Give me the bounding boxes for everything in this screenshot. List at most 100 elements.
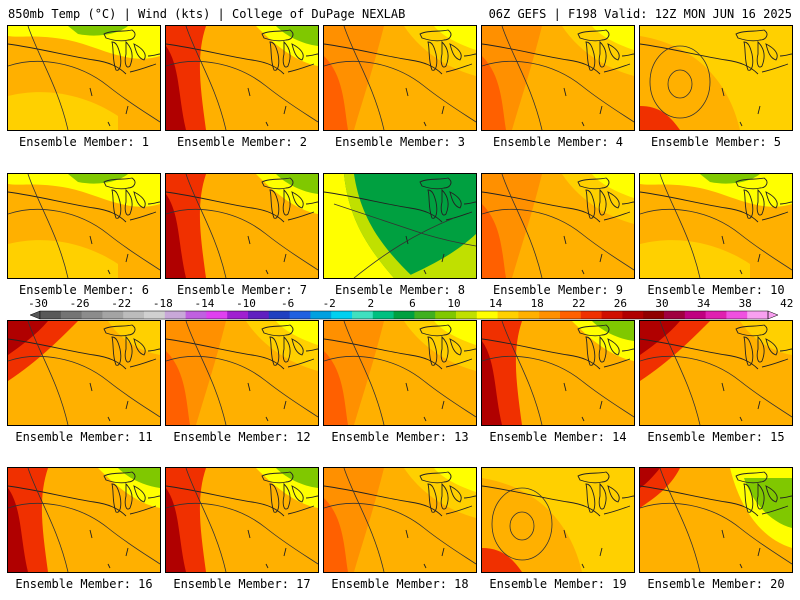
temperature-field-map bbox=[166, 321, 318, 425]
colorbar-segment bbox=[331, 311, 353, 319]
colorbar-tick-label: 14 bbox=[489, 297, 503, 310]
colorbar-tick-label: 30 bbox=[655, 297, 668, 310]
colorbar-segment bbox=[40, 311, 62, 319]
colorbar-segment bbox=[227, 311, 249, 319]
colorbar-segment bbox=[164, 311, 187, 319]
ensemble-member-map bbox=[7, 173, 161, 279]
colorbar-tick-label: -10 bbox=[236, 297, 256, 310]
colorbar-segment bbox=[372, 311, 395, 319]
ensemble-member-caption: Ensemble Member: 14 bbox=[489, 430, 627, 444]
temperature-field-map bbox=[482, 174, 634, 278]
colorbar-tick-label: 2 bbox=[367, 297, 374, 310]
colorbar-tick-label: -30 bbox=[28, 297, 48, 310]
colorbar-segment bbox=[560, 311, 582, 319]
temperature-field-map bbox=[640, 26, 792, 130]
ensemble-member-caption: Ensemble Member: 18 bbox=[331, 577, 469, 591]
ensemble-member-caption: Ensemble Member: 3 bbox=[334, 135, 466, 149]
colorbar-tick-label: 38 bbox=[739, 297, 752, 310]
colorbar-segment bbox=[539, 311, 561, 319]
ensemble-member-caption: Ensemble Member: 2 bbox=[176, 135, 308, 149]
colorbar-segment bbox=[268, 311, 291, 319]
ensemble-member-caption: Ensemble Member: 13 bbox=[331, 430, 469, 444]
ensemble-member-map bbox=[7, 320, 161, 426]
ensemble-member-caption: Ensemble Member: 17 bbox=[173, 577, 311, 591]
colorbar-tick-label: 42 bbox=[780, 297, 793, 310]
colorbar-tick-label: -18 bbox=[153, 297, 173, 310]
colorbar-tick-label: 26 bbox=[614, 297, 627, 310]
ensemble-member-map bbox=[639, 320, 793, 426]
colorbar-tick-label: 34 bbox=[697, 297, 711, 310]
colorbar-segment bbox=[81, 311, 103, 319]
colorbar-segment bbox=[393, 311, 415, 319]
colorbar-segment bbox=[705, 311, 727, 319]
temperature-field-map bbox=[8, 321, 160, 425]
colorbar-segment bbox=[102, 311, 124, 319]
colorbar-tick-label: -14 bbox=[194, 297, 214, 310]
run-valid-time: 06Z GEFS | F198 Valid: 12Z MON JUN 16 20… bbox=[488, 7, 792, 21]
ensemble-member-caption: Ensemble Member: 20 bbox=[647, 577, 785, 591]
temperature-field-map bbox=[640, 468, 792, 572]
temperature-field-map bbox=[324, 174, 476, 278]
colorbar-segment bbox=[435, 311, 457, 319]
ensemble-member-caption: Ensemble Member: 11 bbox=[15, 430, 153, 444]
colorbar-segment bbox=[643, 311, 665, 319]
ensemble-member-map bbox=[165, 25, 319, 131]
ensemble-member-map bbox=[7, 467, 161, 573]
ensemble-member-map bbox=[481, 467, 635, 573]
colorbar-segment bbox=[456, 311, 478, 319]
temperature-field-map bbox=[324, 26, 476, 130]
ensemble-member-map bbox=[639, 173, 793, 279]
temperature-field-map bbox=[324, 321, 476, 425]
ensemble-member-caption: Ensemble Member: 1 bbox=[18, 135, 150, 149]
temperature-field-map bbox=[482, 468, 634, 572]
temperature-field-map bbox=[166, 468, 318, 572]
ensemble-member-map bbox=[481, 320, 635, 426]
colorbar-right-arrow bbox=[767, 310, 779, 320]
ensemble-member-map bbox=[323, 25, 477, 131]
ensemble-member-map bbox=[165, 320, 319, 426]
colorbar-segment bbox=[684, 311, 707, 319]
ensemble-member-map bbox=[323, 320, 477, 426]
ensemble-member-caption: Ensemble Member: 10 bbox=[647, 283, 785, 297]
ensemble-member-map bbox=[639, 467, 793, 573]
temperature-colorbar: -30 -26 -22 -18 -14 -10 -6 -2 2 6 10 14 18 22 26 30 34 38… bbox=[28, 297, 793, 320]
ensemble-member-caption: Ensemble Member: 7 bbox=[176, 283, 308, 297]
temperature-field-map bbox=[482, 321, 634, 425]
ensemble-member-map bbox=[7, 25, 161, 131]
ensemble-member-map bbox=[481, 25, 635, 131]
temperature-field-map bbox=[166, 26, 318, 130]
ensemble-member-map bbox=[323, 467, 477, 573]
ensemble-member-map bbox=[165, 173, 319, 279]
ensemble-member-map bbox=[323, 173, 477, 279]
colorbar-tick-label: 18 bbox=[531, 297, 544, 310]
colorbar-segment bbox=[60, 311, 83, 319]
temperature-field-map bbox=[8, 26, 160, 130]
colorbar-segment bbox=[664, 311, 686, 319]
colorbar-segment bbox=[497, 311, 519, 319]
colorbar-tick-label: -26 bbox=[70, 297, 90, 310]
colorbar-tick-label: 6 bbox=[409, 297, 416, 310]
colorbar-segment bbox=[185, 311, 207, 319]
colorbar-segment bbox=[580, 311, 603, 319]
colorbar-segment bbox=[144, 311, 166, 319]
colorbar-segment bbox=[622, 311, 644, 319]
colorbar-segment bbox=[747, 311, 769, 319]
map-title: 850mb Temp (°C) | Wind (kts) | College o… bbox=[8, 7, 406, 21]
temperature-field-map bbox=[640, 174, 792, 278]
colorbar-segment bbox=[310, 311, 332, 319]
ensemble-member-caption: Ensemble Member: 8 bbox=[334, 283, 466, 297]
ensemble-member-caption: Ensemble Member: 12 bbox=[173, 430, 311, 444]
colorbar-segment bbox=[414, 311, 436, 319]
colorbar-segment bbox=[476, 311, 499, 319]
colorbar-segment bbox=[289, 311, 311, 319]
ensemble-member-map bbox=[165, 467, 319, 573]
ensemble-member-map bbox=[481, 173, 635, 279]
ensemble-member-caption: Ensemble Member: 19 bbox=[489, 577, 627, 591]
colorbar-segment bbox=[352, 311, 374, 319]
colorbar-tick-label: 22 bbox=[572, 297, 585, 310]
temperature-field-map bbox=[482, 26, 634, 130]
colorbar-segment bbox=[206, 311, 228, 319]
temperature-field-map bbox=[640, 321, 792, 425]
temperature-field-map bbox=[8, 174, 160, 278]
ensemble-member-map bbox=[639, 25, 793, 131]
